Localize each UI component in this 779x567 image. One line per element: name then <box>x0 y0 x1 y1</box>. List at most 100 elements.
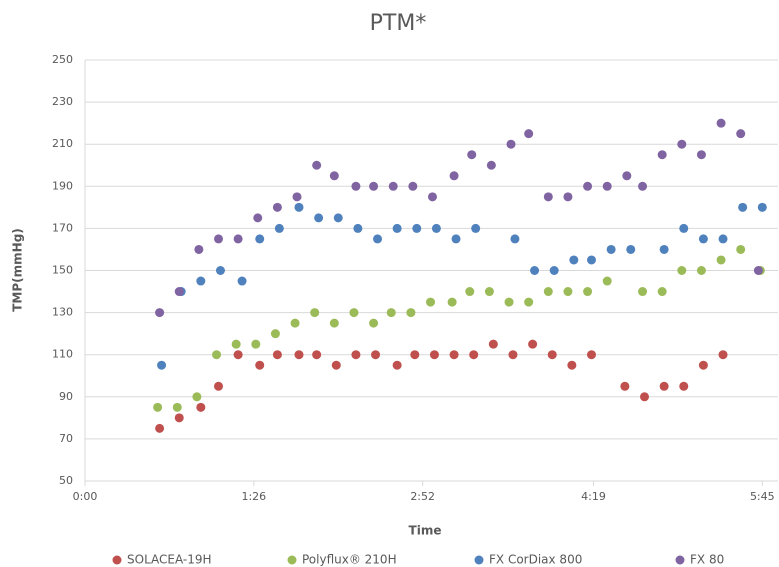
point <box>447 297 457 307</box>
point <box>543 192 553 202</box>
point <box>388 181 398 191</box>
point <box>620 381 630 391</box>
y-tick-label: 170 <box>52 221 73 234</box>
point <box>465 287 475 297</box>
point <box>569 255 579 265</box>
point <box>351 350 361 360</box>
y-tick-label: 230 <box>52 95 73 108</box>
point <box>677 139 687 149</box>
point <box>426 297 436 307</box>
point <box>272 350 282 360</box>
point <box>738 202 748 212</box>
point <box>471 223 481 233</box>
point <box>679 381 689 391</box>
legend-label: FX 80 <box>690 553 724 567</box>
point <box>757 202 767 212</box>
point <box>172 402 182 412</box>
point <box>369 318 379 328</box>
point <box>640 392 650 402</box>
point <box>677 266 687 275</box>
point <box>657 150 667 160</box>
point <box>530 266 540 275</box>
point <box>412 223 422 233</box>
point <box>657 287 667 297</box>
point <box>449 171 459 181</box>
point <box>312 160 322 170</box>
legend-label: Polyflux® 210H <box>302 553 397 567</box>
x-tick-label: 5:45 <box>750 490 775 503</box>
point <box>718 234 728 244</box>
point <box>274 223 284 233</box>
point <box>451 234 461 244</box>
point <box>753 266 763 275</box>
point <box>351 181 361 191</box>
point <box>488 339 498 349</box>
point <box>310 308 320 318</box>
point <box>270 329 280 339</box>
point <box>484 287 494 297</box>
point <box>716 255 726 265</box>
point <box>406 308 416 318</box>
point <box>292 192 302 202</box>
point <box>290 318 300 328</box>
point <box>469 350 479 360</box>
point <box>371 350 381 360</box>
point <box>192 392 202 402</box>
point <box>429 350 439 360</box>
point <box>486 160 496 170</box>
point <box>233 350 243 360</box>
point <box>622 171 632 181</box>
point <box>638 287 648 297</box>
legend-marker <box>112 555 122 565</box>
point <box>215 266 225 275</box>
point <box>659 244 669 254</box>
point <box>696 266 706 275</box>
point <box>508 350 518 360</box>
point <box>153 402 163 412</box>
point <box>586 350 596 360</box>
point <box>736 129 746 139</box>
point <box>510 234 520 244</box>
point <box>329 171 339 181</box>
legend-marker <box>474 555 484 565</box>
point <box>213 234 223 244</box>
point <box>718 350 728 360</box>
point <box>353 223 363 233</box>
point <box>528 339 538 349</box>
point <box>174 287 184 297</box>
point <box>392 360 402 370</box>
point <box>194 244 204 254</box>
point <box>431 223 441 233</box>
legend-marker <box>675 555 685 565</box>
point <box>638 181 648 191</box>
x-tick-label: 2:52 <box>410 490 435 503</box>
x-tick-label: 4:19 <box>581 490 606 503</box>
point <box>583 181 593 191</box>
y-tick-label: 50 <box>59 474 73 487</box>
point <box>524 129 534 139</box>
point <box>251 339 261 349</box>
point <box>427 192 437 202</box>
y-tick-label: 70 <box>59 432 73 445</box>
point <box>369 181 379 191</box>
x-tick-label: 1:26 <box>241 490 266 503</box>
point <box>253 213 263 223</box>
point <box>196 402 206 412</box>
point <box>408 181 418 191</box>
point <box>312 350 322 360</box>
point <box>524 297 534 307</box>
point <box>563 287 573 297</box>
point <box>586 255 596 265</box>
y-tick-label: 110 <box>52 348 73 361</box>
point <box>174 413 184 423</box>
point <box>329 318 339 328</box>
point <box>602 276 612 286</box>
point <box>231 339 241 349</box>
point <box>449 350 459 360</box>
point <box>410 350 420 360</box>
y-tick-label: 130 <box>52 306 73 319</box>
point <box>272 202 282 212</box>
point <box>349 308 359 318</box>
point <box>294 202 304 212</box>
